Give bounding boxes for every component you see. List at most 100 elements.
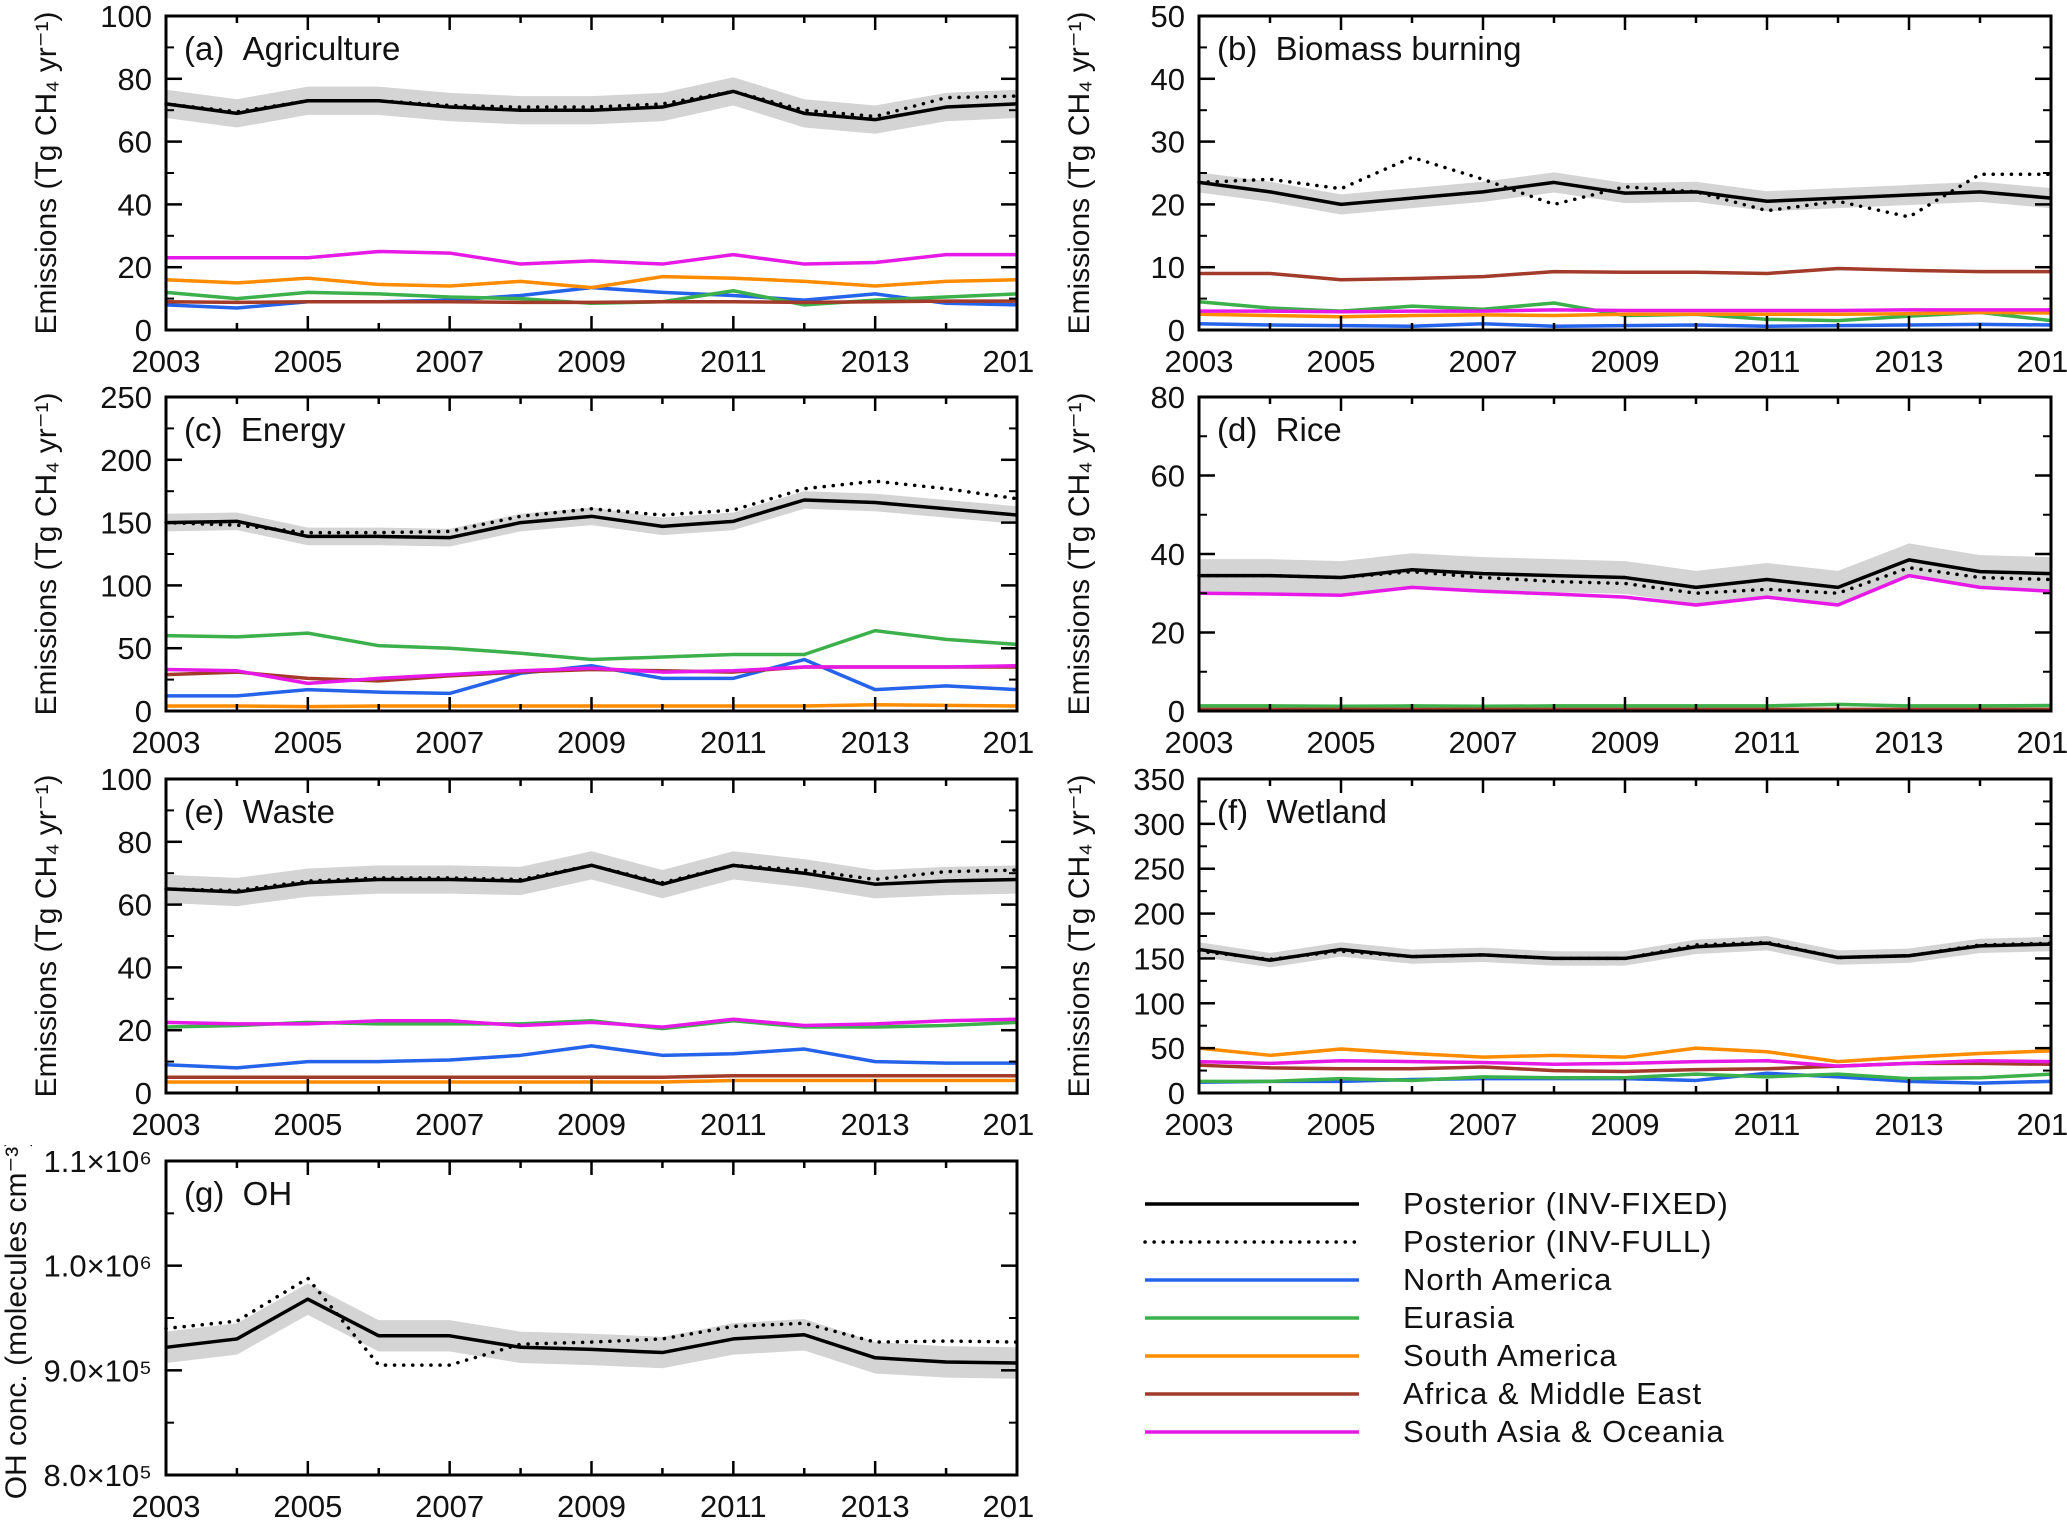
y-tick-label: 100 (100, 568, 152, 603)
y-tick-label: 0 (1168, 1076, 1185, 1111)
legend-line-solid-eurasia (1145, 1316, 1359, 1320)
x-tick-label: 2013 (841, 1107, 910, 1142)
legend-item-africa_middle_east: Africa & Middle East (1143, 1375, 2067, 1413)
series-africa_middle_east (166, 1073, 1017, 1080)
y-tick-label: 20 (118, 1013, 152, 1048)
legend-line-solid-south_asia_oceania (1145, 1430, 1359, 1434)
y-tick-label: 40 (1151, 537, 1185, 572)
series-africa_middle_east (1199, 266, 2051, 282)
x-tick-label: 2013 (1875, 725, 1944, 760)
series-eurasia (1199, 1072, 2052, 1084)
panel-wetland: 2003 2005 2007 2009 2011 2013 2015 0 50 100 150 200… (1033, 763, 2067, 1145)
y-tick-label: 9.0×10⁵ (43, 1353, 152, 1388)
x-tick-label: 2005 (273, 344, 342, 379)
x-tick-label: 2003 (132, 725, 201, 760)
chart-c: 2003 2005 2007 2009 2011 2013 2015 0 50 100 150 200… (30, 381, 1033, 760)
series-south_asia_oceania (165, 1017, 1018, 1029)
y-tick-label: 150 (100, 506, 152, 541)
panel-title: (f) Wetland (1217, 793, 1387, 830)
x-tick-label: 2005 (1307, 1107, 1376, 1142)
y-axis-label: Emissions (Tg CH₄ yr⁻¹) (30, 11, 63, 334)
panel-oh: 2003 2005 2007 2009 2011 2013 2015 8.0×10⁵ 9.0×1… (0, 1145, 1033, 1526)
x-tick-label: 2005 (1307, 725, 1376, 760)
x-tick-label: 2005 (273, 1107, 342, 1142)
series-fixed (165, 498, 1018, 540)
x-tick-label: 2015 (983, 1107, 1033, 1142)
series-south_america (165, 274, 1018, 290)
chart-b: 2003 2005 2007 2009 2011 2013 2015 0 10 20 30 40 50 (… (1063, 0, 2067, 379)
series-eurasia (165, 628, 1018, 662)
series-south_asia_oceania (165, 664, 1018, 686)
y-axis-label: Emissions (Tg CH₄ yr⁻¹) (1063, 392, 1096, 715)
y-tick-label: 300 (1133, 807, 1185, 842)
series-africa_middle_east (165, 299, 1017, 305)
legend-item-fixed: Posterior (INV-FIXED) (1143, 1185, 2067, 1223)
y-tick-label: 60 (118, 125, 152, 160)
x-tick-label: 2009 (557, 1107, 626, 1142)
x-tick-label: 2015 (2017, 725, 2067, 760)
x-tick-label: 2009 (557, 1489, 626, 1524)
panel-agriculture: 2003 2005 2007 2009 2011 2013 2015 0 20 40 60 80 100… (0, 0, 1033, 381)
series-full (1197, 940, 2053, 962)
legend-line-dotted-full (1143, 1240, 1361, 1244)
x-tick-label: 2015 (2017, 344, 2067, 379)
y-tick-label: 100 (1133, 986, 1185, 1021)
x-tick-label: 2015 (983, 344, 1033, 379)
uncertainty-band (1199, 936, 2051, 968)
series-full (164, 863, 1019, 893)
series-full (1197, 565, 2053, 595)
chart-g: 2003 2005 2007 2009 2011 2013 2015 8.0×10⁵ 9.0×1… (0, 1145, 1033, 1524)
legend-label: South America (1403, 1338, 1618, 1373)
legend-label: Posterior (INV-FULL) (1403, 1224, 1713, 1259)
y-tick-label: 50 (118, 631, 152, 666)
x-tick-label: 2011 (700, 344, 767, 379)
x-tick-label: 2003 (1165, 1107, 1234, 1142)
x-tick-label: 2013 (1875, 1107, 1944, 1142)
x-tick-label: 2003 (1165, 725, 1234, 760)
x-tick-label: 2007 (1449, 725, 1518, 760)
x-tick-label: 2007 (1449, 1107, 1518, 1142)
chart-e: 2003 2005 2007 2009 2011 2013 2015 0 20 40 60 80 100… (30, 763, 1033, 1142)
legend-label: Posterior (INV-FIXED) (1403, 1186, 1729, 1221)
y-tick-label: 100 (100, 763, 152, 797)
series-full (164, 479, 1019, 535)
x-tick-label: 2011 (700, 1107, 767, 1142)
series-south_asia_oceania (1198, 1058, 2052, 1068)
y-tick-label: 250 (100, 381, 152, 415)
x-tick-label: 2009 (557, 725, 626, 760)
y-tick-label: 0 (135, 313, 152, 348)
legend-item-eurasia: Eurasia (1143, 1299, 2067, 1337)
panel-rice: 2003 2005 2007 2009 2011 2013 2015 0 20 40 60 80 (d)… (1033, 381, 2067, 763)
x-tick-label: 2013 (841, 1489, 910, 1524)
legend-item-full: Posterior (INV-FULL) (1143, 1223, 2067, 1261)
uncertainty-band (166, 491, 1017, 547)
y-tick-label: 80 (118, 825, 152, 860)
y-axis-label: Emissions (Tg CH₄ yr⁻¹) (1063, 11, 1096, 334)
y-axis-label: OH conc. (molecules cm⁻³) (0, 1145, 33, 1499)
y-tick-label: 200 (100, 443, 152, 478)
panel-waste: 2003 2005 2007 2009 2011 2013 2015 0 20 40 60 80 100… (0, 763, 1033, 1145)
legend-line-solid-north_america (1145, 1278, 1359, 1282)
series-north_america (165, 1044, 1017, 1070)
x-tick-label: 2011 (1734, 344, 1801, 379)
y-tick-label: 0 (135, 1076, 152, 1111)
x-tick-label: 2007 (415, 1489, 484, 1524)
y-tick-label: 50 (1151, 1031, 1185, 1066)
y-axis-label: Emissions (Tg CH₄ yr⁻¹) (1063, 774, 1096, 1097)
y-tick-label: 40 (118, 187, 152, 222)
legend-item-north_america: North America (1143, 1261, 2067, 1299)
x-tick-label: 2011 (1734, 725, 1801, 760)
y-axis-label: Emissions (Tg CH₄ yr⁻¹) (30, 774, 63, 1097)
series-south_asia_oceania (1198, 573, 2052, 607)
series-fixed (165, 1297, 1018, 1365)
panel-title: (a) Agriculture (184, 30, 400, 67)
x-tick-label: 2013 (1875, 344, 1944, 379)
figure-legend: Posterior (INV-FIXED) Posterior (INV-FUL… (1143, 1185, 2067, 1526)
chart-f: 2003 2005 2007 2009 2011 2013 2015 0 50 100 150 200… (1063, 763, 2067, 1142)
y-tick-label: 80 (1151, 381, 1185, 415)
x-tick-label: 2007 (415, 344, 484, 379)
y-tick-label: 40 (1151, 62, 1185, 97)
y-tick-label: 40 (118, 950, 152, 985)
x-tick-label: 2011 (1734, 1107, 1801, 1142)
